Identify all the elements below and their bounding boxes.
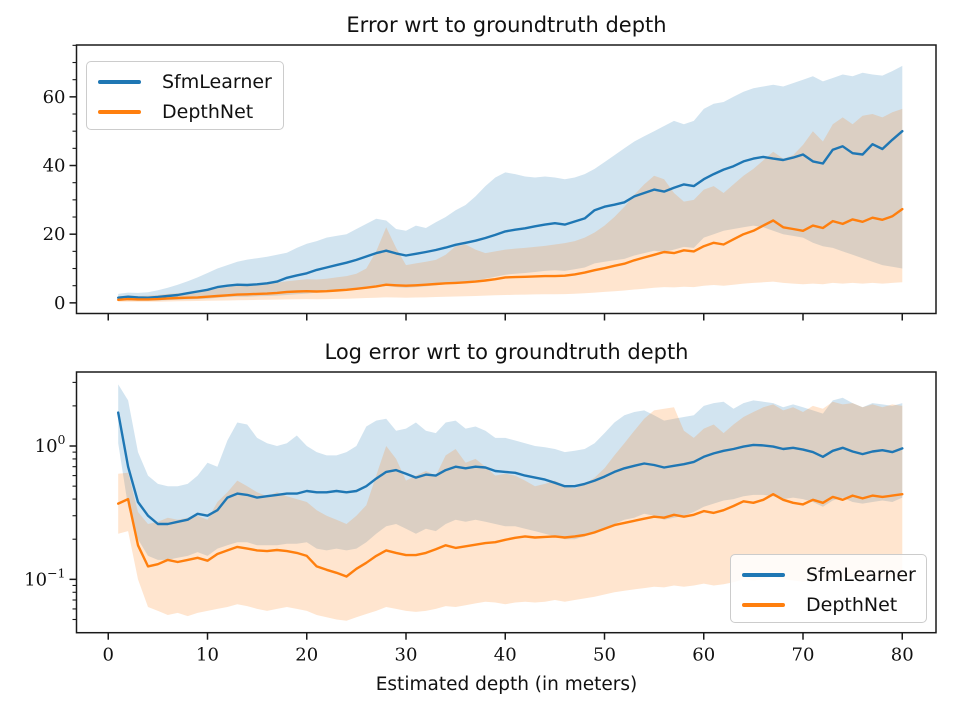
depthnet-line-swatch <box>742 603 785 607</box>
depthnet-line-swatch <box>98 110 141 114</box>
top-legend: SfmLearner DepthNet <box>86 61 284 130</box>
y-tick-label: 100 <box>35 432 66 457</box>
legend-item-depthnet: DepthNet <box>87 97 283 127</box>
bottom-chart-title: Log error wrt to groundtruth depth <box>324 340 689 364</box>
confidence-band-sfmlearner <box>118 65 903 301</box>
mean-line-sfmlearner <box>117 130 904 299</box>
sfmlearner-line-swatch <box>98 80 141 84</box>
mean-line-sfmlearner <box>117 411 904 526</box>
y-tick-label: 60 <box>43 87 66 108</box>
legend-item-sfmlearner: SfmLearner <box>731 560 926 590</box>
x-tick-label: 40 <box>494 645 517 666</box>
x-tick-label: 80 <box>891 645 914 666</box>
x-tick-label: 60 <box>692 645 715 666</box>
mean-line-depthnet <box>117 493 904 578</box>
x-tick-label: 30 <box>395 645 418 666</box>
x-axis-label: Estimated depth (in meters) <box>375 674 638 695</box>
top-chart-title: Error wrt to groundtruth depth <box>346 13 667 37</box>
legend-label: DepthNet <box>806 594 898 616</box>
x-tick-label: 10 <box>196 645 219 666</box>
mean-line-depthnet <box>117 207 904 301</box>
y-tick-label: 0 <box>54 293 65 314</box>
confidence-band-depthnet <box>118 108 903 302</box>
x-tick-label: 70 <box>792 645 815 666</box>
legend-item-sfmlearner: SfmLearner <box>87 67 283 97</box>
sfmlearner-line-swatch <box>742 573 785 577</box>
bottom-legend: SfmLearner DepthNet <box>730 554 927 623</box>
legend-label: SfmLearner <box>806 564 916 586</box>
axes-spines <box>75 371 937 634</box>
legend-item-depthnet: DepthNet <box>731 590 926 620</box>
y-tick-label: 20 <box>43 224 66 245</box>
y-tick-label: 40 <box>43 156 66 177</box>
legend-label: SfmLearner <box>162 71 272 93</box>
x-tick-label: 50 <box>593 645 616 666</box>
y-tick-label: 10−1 <box>24 565 65 590</box>
legend-label: DepthNet <box>162 101 254 123</box>
x-tick-label: 0 <box>103 645 114 666</box>
axes-spines <box>75 44 937 315</box>
x-tick-label: 20 <box>295 645 318 666</box>
